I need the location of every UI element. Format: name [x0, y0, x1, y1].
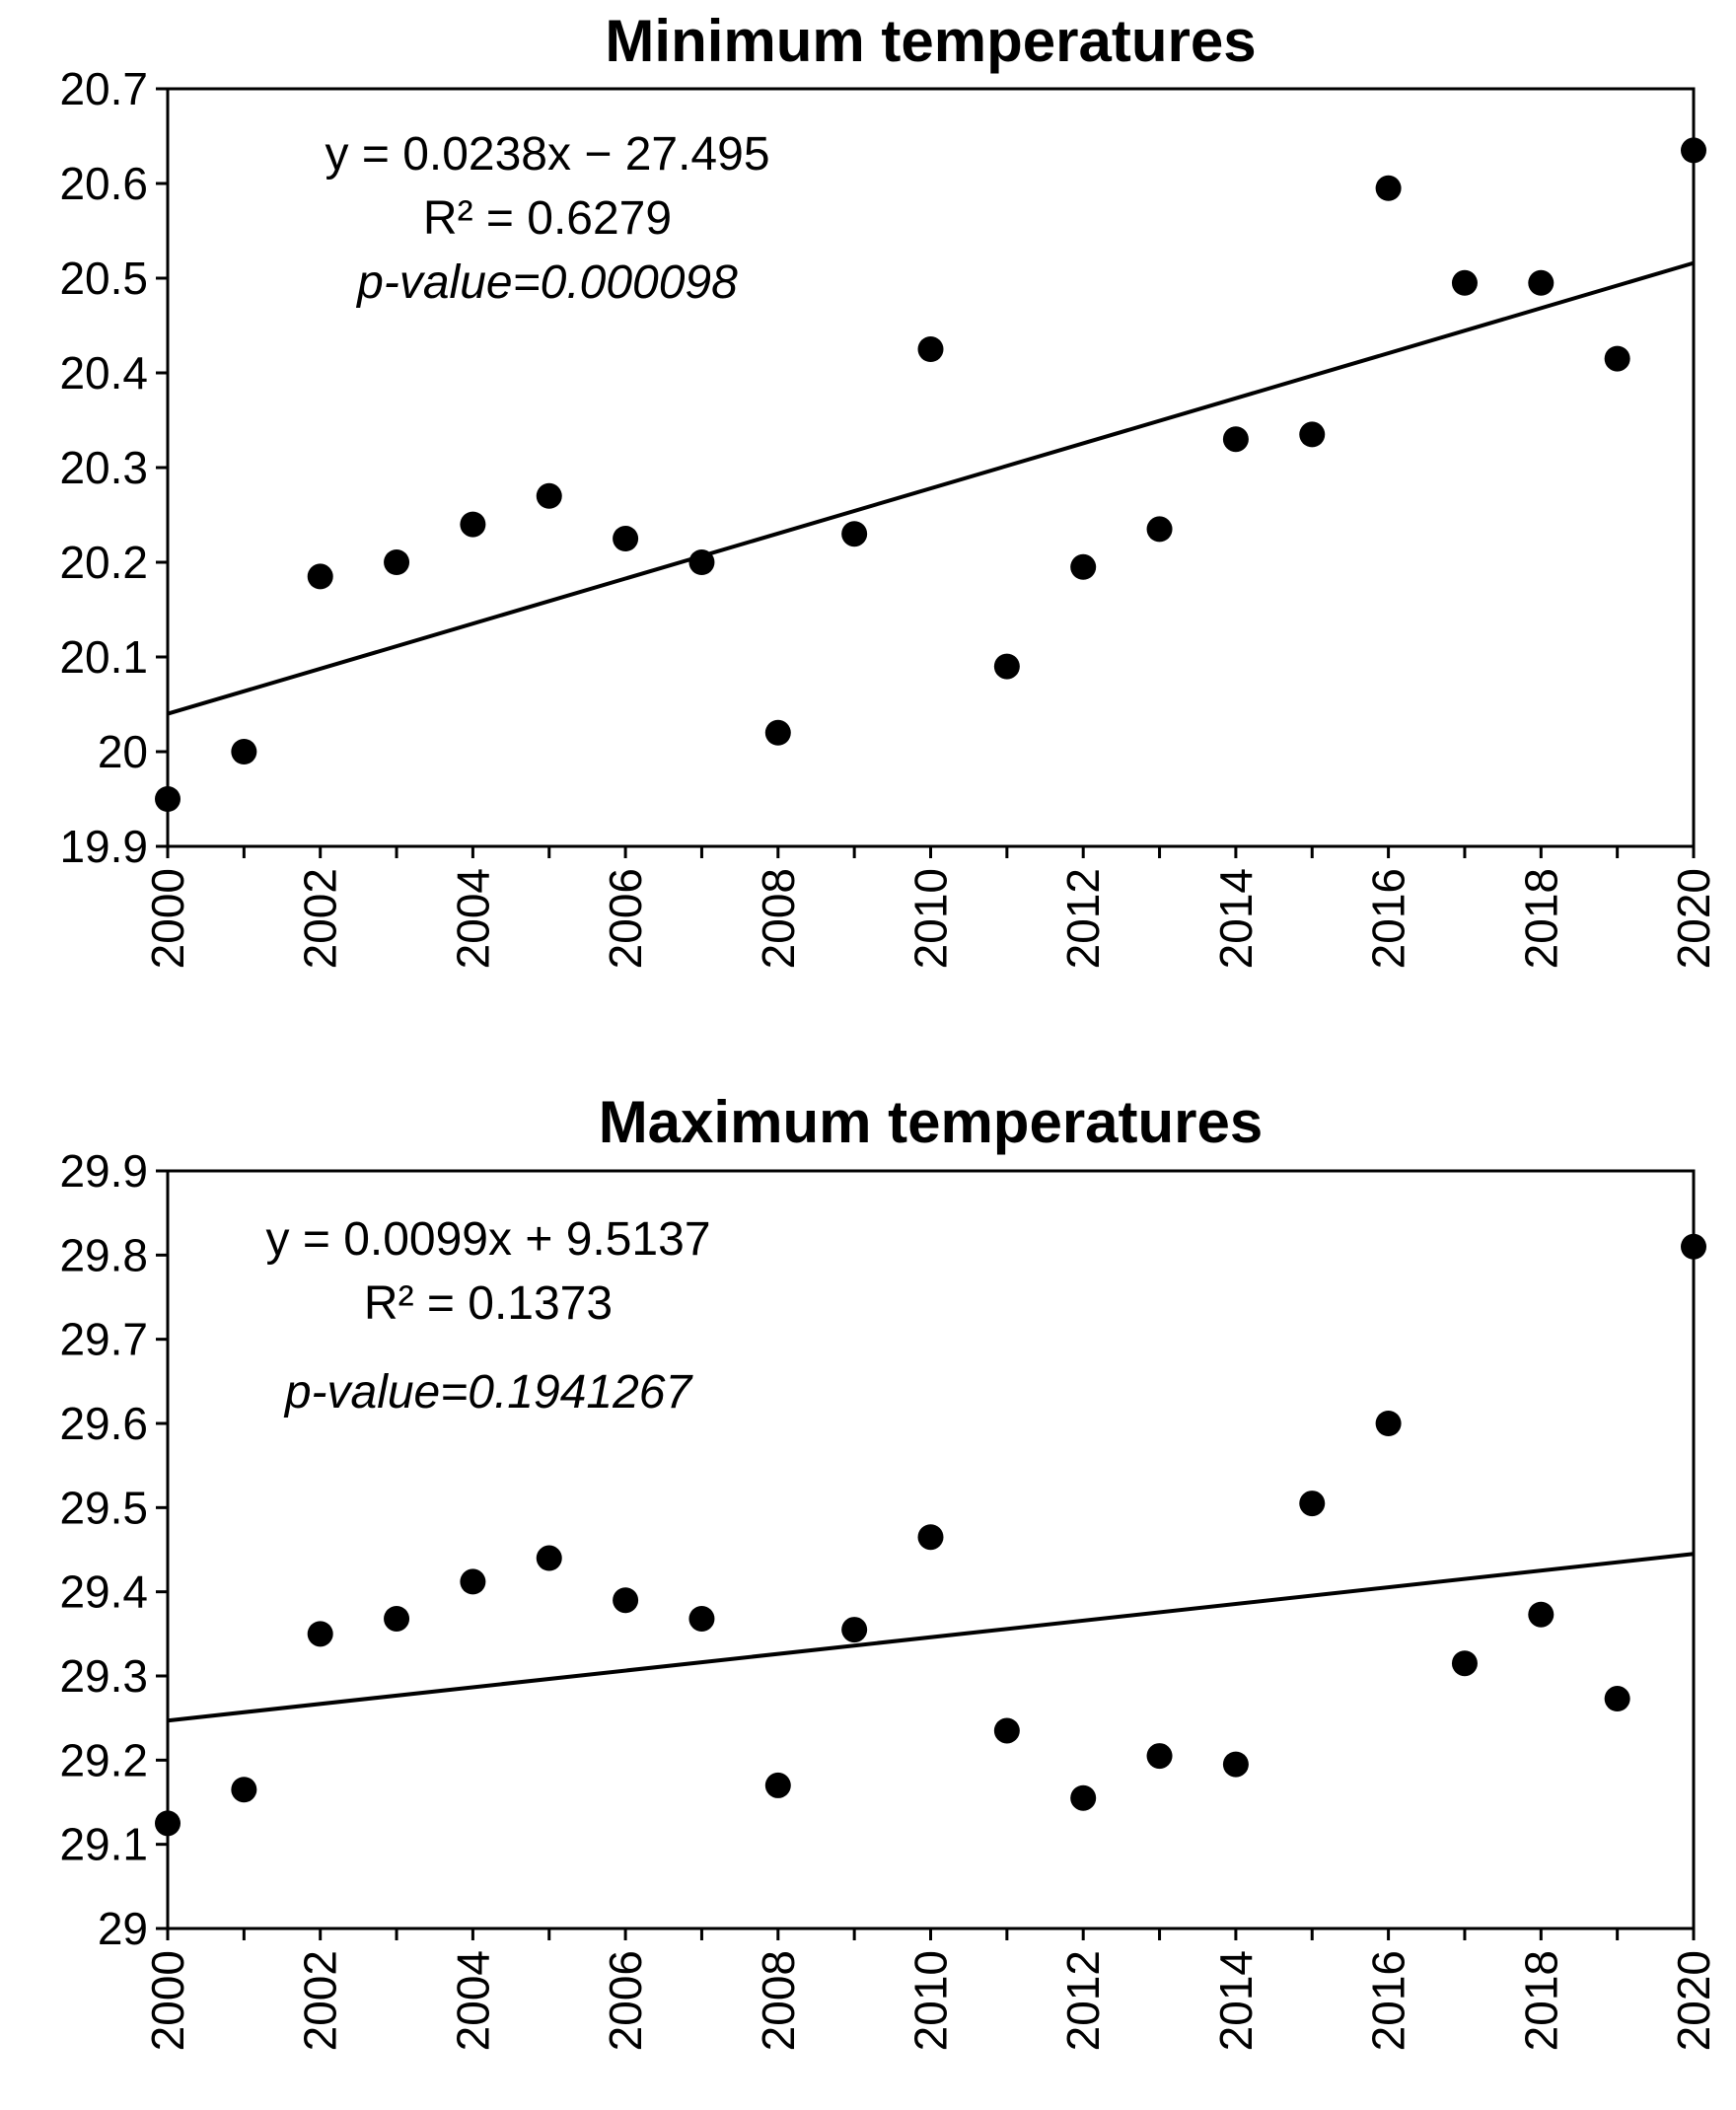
data-point: [384, 1605, 410, 1632]
x-tick-label: 2020: [1668, 868, 1719, 969]
y-tick-label: 29.9: [59, 1145, 148, 1197]
data-point: [1681, 1233, 1706, 1260]
data-point: [1070, 1784, 1097, 1811]
data-point: [1604, 1686, 1630, 1712]
chart-panel-1: Minimum temperatures 20.7 20.6 20.5 20.4 20.3…: [59, 8, 1719, 969]
data-point: [613, 1587, 639, 1614]
data-point: [841, 1617, 868, 1643]
data-point: [536, 1545, 562, 1571]
x-tick-label: 2016: [1363, 868, 1414, 969]
data-point: [993, 653, 1020, 680]
data-point: [841, 521, 868, 547]
x-tick-label: 2014: [1210, 1950, 1262, 2051]
y-tick-label: 29: [98, 1903, 148, 1954]
data-point: [155, 786, 181, 812]
y-tick-label: 29.7: [59, 1314, 148, 1365]
x-tick-label: 2006: [600, 868, 651, 969]
data-point: [307, 1621, 333, 1647]
data-point: [1528, 1601, 1555, 1628]
x-tick-label: 2002: [295, 868, 346, 969]
data-point: [1222, 426, 1249, 453]
data-point: [917, 1524, 944, 1551]
data-point: [1681, 137, 1706, 164]
data-point: [917, 336, 944, 362]
x-tick-label: 2010: [905, 868, 957, 969]
x-tick-label: 2012: [1057, 1950, 1109, 2051]
x-tick-label: 2020: [1668, 1950, 1719, 2051]
x-tick-label: 2018: [1515, 868, 1566, 969]
data-point: [1604, 345, 1630, 372]
y-tick-label: 19.9: [59, 821, 148, 872]
chart-title: Minimum temperatures: [605, 8, 1256, 74]
y-tick-label: 20.7: [59, 63, 148, 114]
data-point: [1528, 269, 1555, 296]
data-point: [1451, 269, 1478, 296]
x-tick-label: 2010: [905, 1950, 957, 2051]
y-tick-label: 29.2: [59, 1734, 148, 1785]
data-point: [1375, 1411, 1402, 1436]
y-tick-label: 20.2: [59, 537, 148, 588]
x-tick-label: 2000: [142, 1950, 193, 2051]
y-tick-label: 20.1: [59, 631, 148, 683]
data-point: [688, 1605, 715, 1632]
regression-equation: y = 0.0238x − 27.495: [325, 128, 769, 181]
data-point: [231, 1777, 257, 1803]
r-squared-label: R² = 0.1373: [364, 1277, 613, 1330]
data-point: [460, 1568, 486, 1595]
data-point: [1146, 516, 1173, 543]
trend-line: [167, 1552, 1695, 1723]
data-point: [764, 1772, 791, 1798]
plot-area: [166, 87, 1696, 848]
data-point: [1146, 1743, 1173, 1770]
y-tick-label: 29.1: [59, 1819, 148, 1870]
data-point: [688, 549, 715, 575]
y-tick-label: 29.3: [59, 1650, 148, 1702]
y-tick-label: 20.3: [59, 442, 148, 493]
data-point: [155, 1810, 181, 1837]
x-tick-label: 2016: [1363, 1950, 1414, 2051]
y-tick-label: 20: [98, 726, 148, 777]
chart-panel-2: Maximum temperatures 29.9 29.8 29.7 29.6 29.5…: [59, 1089, 1719, 2051]
p-value-label: p-value=0.000098: [355, 256, 738, 309]
x-tick-label: 2004: [447, 868, 498, 969]
y-tick-label: 29.5: [59, 1482, 148, 1533]
regression-equation: y = 0.0099x + 9.5137: [265, 1213, 710, 1266]
r-squared-label: R² = 0.6279: [423, 192, 672, 245]
x-tick-label: 2018: [1515, 1950, 1566, 2051]
data-point: [993, 1717, 1020, 1744]
y-tick-label: 29.6: [59, 1398, 148, 1449]
x-tick-label: 2002: [295, 1950, 346, 2051]
data-point: [1451, 1650, 1478, 1677]
x-tick-label: 2006: [600, 1950, 651, 2051]
x-tick-label: 2000: [142, 868, 193, 969]
y-tick-label: 20.4: [59, 347, 148, 399]
x-tick-label: 2012: [1057, 868, 1109, 969]
data-point: [764, 719, 791, 746]
p-value-label: p-value=0.1941267: [283, 1366, 694, 1419]
data-point: [1375, 175, 1402, 201]
data-point: [613, 526, 639, 551]
data-point: [384, 549, 410, 575]
data-point: [1070, 553, 1097, 580]
data-point: [307, 563, 333, 590]
x-tick-label: 2008: [753, 868, 804, 969]
y-tick-label: 29.8: [59, 1229, 148, 1280]
chart-title: Maximum temperatures: [599, 1089, 1264, 1155]
y-tick-label: 29.4: [59, 1566, 148, 1618]
x-tick-label: 2004: [447, 1950, 498, 2051]
y-tick-label: 20.5: [59, 253, 148, 304]
x-tick-label: 2014: [1210, 868, 1262, 969]
data-point: [1299, 421, 1326, 448]
data-point: [536, 482, 562, 509]
data-point: [460, 511, 486, 538]
x-tick-label: 2008: [753, 1950, 804, 2051]
y-tick-label: 20.6: [59, 158, 148, 209]
data-point: [1222, 1751, 1249, 1778]
data-point: [231, 739, 257, 764]
data-point: [1299, 1491, 1326, 1517]
trend-line: [167, 260, 1695, 716]
